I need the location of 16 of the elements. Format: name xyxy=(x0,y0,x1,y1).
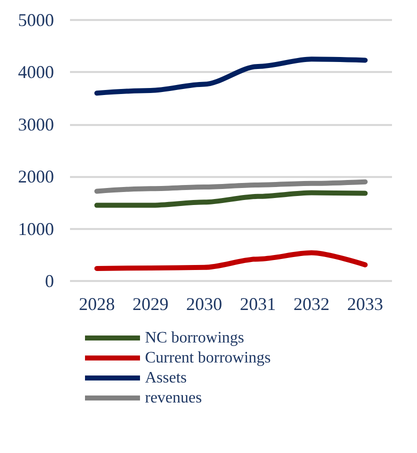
y-tick-label: 1000 xyxy=(18,218,54,239)
x-tick-label: 2032 xyxy=(294,294,330,314)
x-tick-label: 2028 xyxy=(78,294,115,314)
y-tick-label: 0 xyxy=(45,271,54,291)
x-tick-label: 2033 xyxy=(347,294,384,314)
legend-label: NC borrowings xyxy=(145,330,244,346)
y-tick-label: 5000 xyxy=(18,10,54,30)
y-tick-label: 4000 xyxy=(18,62,54,82)
legend-label: Current borrowings xyxy=(145,350,271,366)
legend-label: revenues xyxy=(145,390,202,406)
y-tick-label: 3000 xyxy=(18,114,54,134)
x-tick-label: 2030 xyxy=(186,294,222,314)
y-tick-label: 2000 xyxy=(18,166,54,187)
legend-label: Assets xyxy=(145,370,187,386)
x-tick-label: 2029 xyxy=(132,294,168,314)
x-tick-label: 2031 xyxy=(240,294,276,314)
